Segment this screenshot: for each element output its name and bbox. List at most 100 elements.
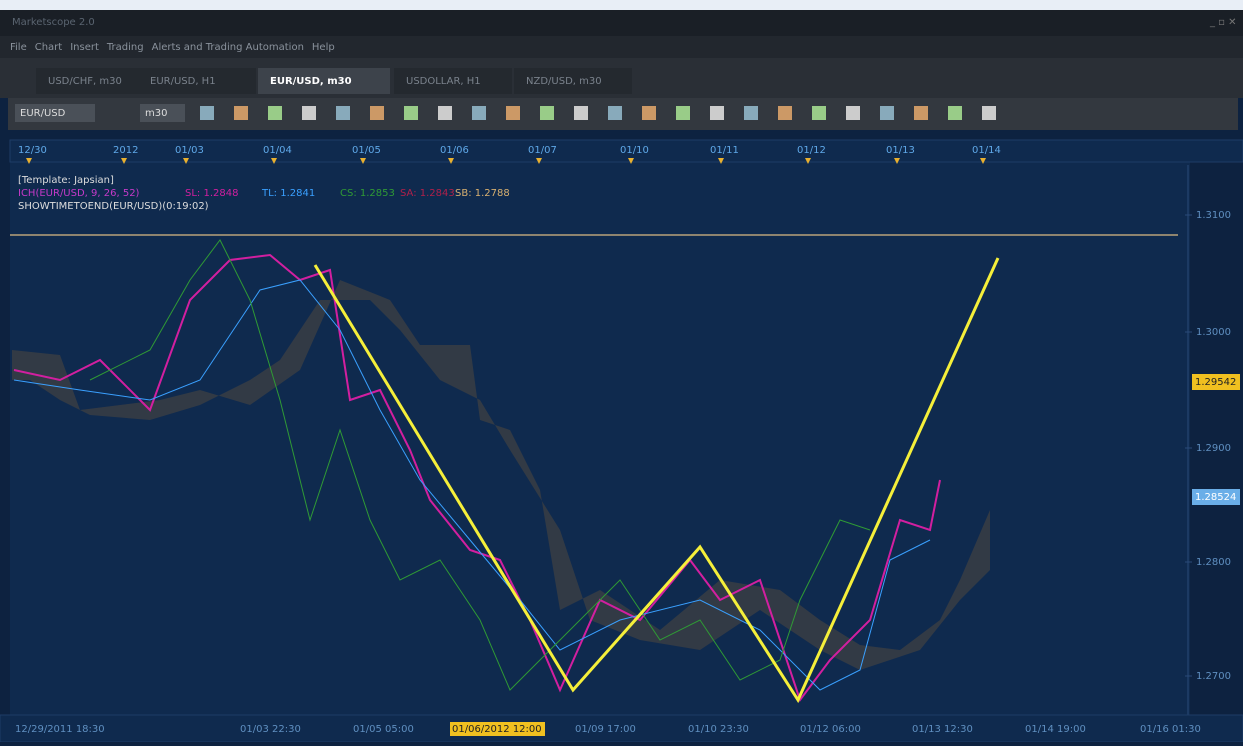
- timeframe-box[interactable]: [140, 104, 185, 122]
- toolbar-button[interactable]: [540, 106, 554, 120]
- tab-label: USDOLLAR, H1: [406, 76, 481, 87]
- top-date: 2012: [113, 145, 138, 156]
- date-marker: [448, 158, 454, 164]
- symbol-box[interactable]: [15, 104, 95, 122]
- top-date: 01/04: [263, 145, 292, 156]
- toolbar-button[interactable]: [880, 106, 894, 120]
- toolbar-button[interactable]: [608, 106, 622, 120]
- title-bar: [0, 10, 1243, 36]
- legend-indicator: ICH(EUR/USD, 9, 26, 52): [18, 188, 140, 199]
- toolbar-button[interactable]: [268, 106, 282, 120]
- bottom-date: 01/09 17:00: [575, 724, 636, 735]
- toolbar-button[interactable]: [846, 106, 860, 120]
- top-date: 12/30: [18, 145, 47, 156]
- toolbar-button[interactable]: [234, 106, 248, 120]
- legend-sl: SL: 1.2848: [185, 188, 238, 199]
- bid-price: 1.29542: [1195, 377, 1236, 388]
- toolbar-button[interactable]: [336, 106, 350, 120]
- bottom-date: 01/10 23:30: [688, 724, 749, 735]
- ichimoku-cloud: [12, 280, 990, 670]
- last-marker: [1192, 489, 1240, 505]
- bottom-date: 12/29/2011 18:30: [15, 724, 105, 735]
- toolbar-button[interactable]: [302, 106, 316, 120]
- legend-template: [Template: Japsian]: [18, 175, 114, 186]
- date-marker: [26, 158, 32, 164]
- date-marker: [718, 158, 724, 164]
- price-line: [13, 253, 941, 703]
- price-label: 1.3000: [1196, 327, 1231, 338]
- kijun-line: [13, 279, 931, 691]
- menu-item[interactable]: Chart: [35, 42, 63, 53]
- tab-label: USD/CHF, m30: [48, 76, 122, 87]
- menu-bar: [0, 36, 1243, 58]
- date-marker: [121, 158, 127, 164]
- date-marker: [183, 158, 189, 164]
- date-marker: [894, 158, 900, 164]
- menu-item[interactable]: Trading: [106, 42, 144, 53]
- bottom-date: 01/06/2012 12:00: [452, 724, 542, 735]
- bottom-date: 01/13 12:30: [912, 724, 973, 735]
- bottom-date: 01/12 06:00: [800, 724, 861, 735]
- top-date: 01/13: [886, 145, 915, 156]
- toolbar: [8, 98, 1238, 130]
- top-strip: [0, 0, 1243, 10]
- toolbar-button[interactable]: [574, 106, 588, 120]
- legend-tl: TL: 1.2841: [261, 188, 315, 199]
- top-date: 01/05: [352, 145, 381, 156]
- date-axis: [0, 714, 1243, 743]
- price-label: 1.3100: [1196, 210, 1231, 221]
- price-label: 1.2700: [1196, 671, 1231, 682]
- bottom-date: 01/03 22:30: [240, 724, 301, 735]
- menu-item[interactable]: Alerts and Trading Automation: [152, 42, 304, 53]
- price-label: 1.2800: [1196, 557, 1231, 568]
- date-marker: [360, 158, 366, 164]
- window-controls[interactable]: _ ▫ ✕: [1209, 17, 1237, 28]
- toolbar-button[interactable]: [370, 106, 384, 120]
- toolbar-button[interactable]: [200, 106, 214, 120]
- bid-marker: [1192, 374, 1240, 390]
- top-date: 01/14: [972, 145, 1001, 156]
- tab[interactable]: [138, 68, 256, 94]
- price-label: 1.2900: [1196, 443, 1231, 454]
- toolbar-button[interactable]: [642, 106, 656, 120]
- date-marker: [805, 158, 811, 164]
- legend-timer: SHOWTIMETOEND(EUR/USD)(0:19:02): [18, 201, 209, 212]
- legend-cs: CS: 1.2853: [340, 188, 395, 199]
- toolbar-button[interactable]: [744, 106, 758, 120]
- menu-item[interactable]: File: [10, 42, 27, 53]
- toolbar-button[interactable]: [438, 106, 452, 120]
- date-marker: [980, 158, 986, 164]
- bottom-date: 01/16 01:30: [1140, 724, 1201, 735]
- toolbar-button[interactable]: [676, 106, 690, 120]
- toolbar-button[interactable]: [812, 106, 826, 120]
- top-date: 01/06: [440, 145, 469, 156]
- tab[interactable]: [36, 68, 154, 94]
- timeframe: m30: [145, 108, 167, 119]
- top-date: 01/12: [797, 145, 826, 156]
- toolbar-button[interactable]: [710, 106, 724, 120]
- chikou-line: [89, 239, 871, 691]
- menu-item[interactable]: Insert: [70, 42, 99, 53]
- bottom-date: 01/14 19:00: [1025, 724, 1086, 735]
- date-highlight: [450, 722, 545, 736]
- toolbar-button[interactable]: [948, 106, 962, 120]
- chart-area: [10, 140, 1190, 715]
- tab[interactable]: [394, 68, 512, 94]
- toolbar-button[interactable]: [914, 106, 928, 120]
- menu-item[interactable]: Help: [312, 42, 335, 53]
- top-date: 01/10: [620, 145, 649, 156]
- zigzag-drawing: [313, 257, 1000, 704]
- legend-sa: SA: 1.2843: [400, 188, 455, 199]
- toolbar-button[interactable]: [778, 106, 792, 120]
- tab[interactable]: [258, 68, 390, 94]
- tab-label: EUR/USD, m30: [270, 76, 352, 87]
- toolbar-button[interactable]: [982, 106, 996, 120]
- toolbar-button[interactable]: [472, 106, 486, 120]
- last-price: 1.28524: [1195, 492, 1236, 503]
- toolbar-button[interactable]: [506, 106, 520, 120]
- date-marker: [536, 158, 542, 164]
- time-strip: [9, 139, 1243, 163]
- tab-label: NZD/USD, m30: [526, 76, 602, 87]
- toolbar-button[interactable]: [404, 106, 418, 120]
- tab[interactable]: [514, 68, 632, 94]
